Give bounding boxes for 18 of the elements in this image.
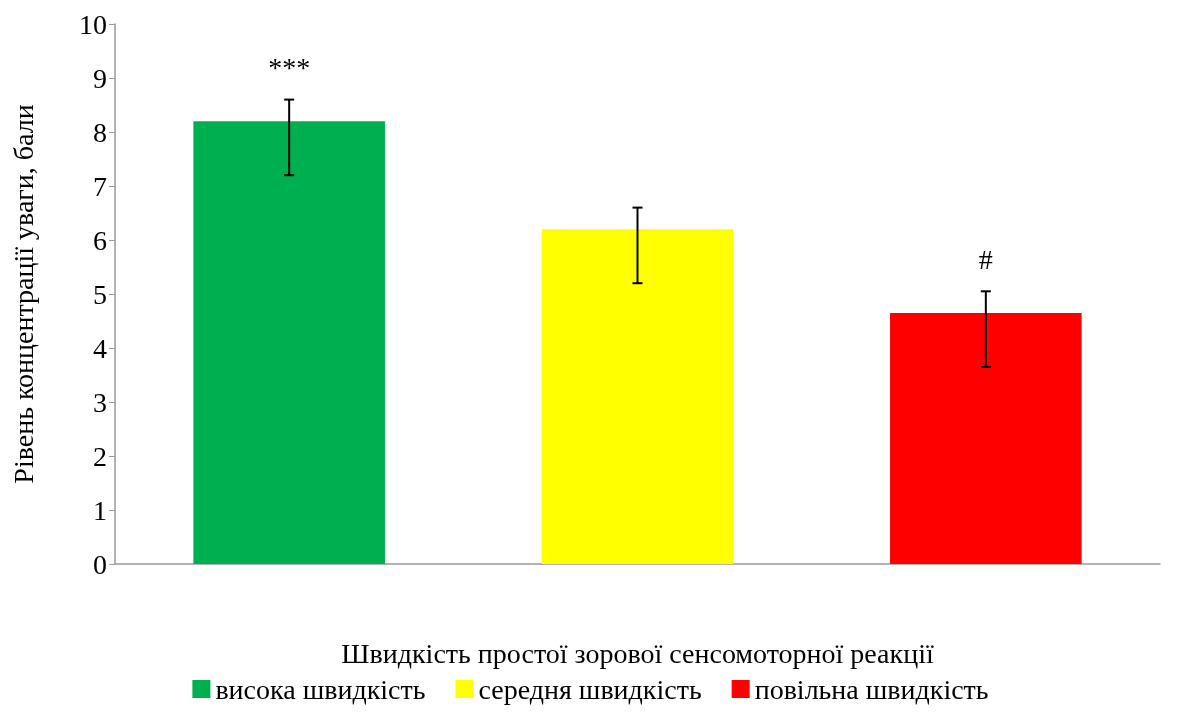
legend-label: висока швидкість — [215, 673, 426, 705]
y-axis-title: Рівень концентрації уваги, бали — [7, 104, 39, 484]
y-tick-label: 0 — [93, 548, 107, 580]
y-tick-label: 10 — [79, 8, 107, 40]
annotation: # — [978, 243, 993, 275]
x-axis-title: Швидкість простої зорової сенсомоторної реакції — [341, 637, 934, 669]
y-tick-label: 1 — [93, 494, 107, 526]
annotation: *** — [268, 52, 311, 84]
y-tick-label: 5 — [93, 278, 107, 310]
legend-label: середня швидкість — [478, 673, 702, 705]
y-tick-label: 6 — [93, 224, 107, 256]
y-tick-label: 3 — [93, 386, 107, 418]
legend-label: повільна швидкість — [754, 673, 989, 705]
y-tick-label: 8 — [93, 116, 107, 148]
y-tick-label: 9 — [93, 62, 107, 94]
y-tick-label: 4 — [93, 332, 107, 364]
y-tick-label: 2 — [93, 440, 107, 472]
y-tick-label: 7 — [93, 170, 107, 202]
